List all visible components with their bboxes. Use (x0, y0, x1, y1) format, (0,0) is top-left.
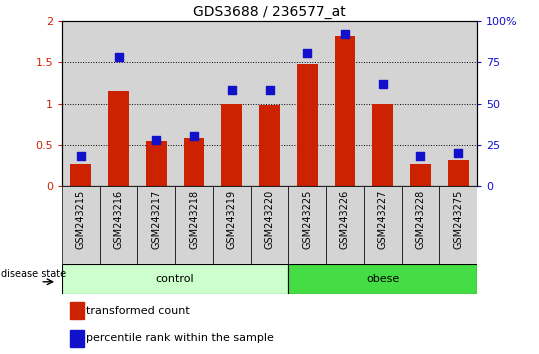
Bar (326, 186, 364, 264)
Text: GSM243227: GSM243227 (378, 190, 388, 249)
Bar (364, 21, 402, 186)
Bar (448, 160, 468, 186)
Point (378, 81, 387, 87)
Bar (402, 186, 439, 264)
Text: GSM243215: GSM243215 (76, 190, 86, 249)
Bar (259, 105, 280, 186)
Point (416, 153, 425, 159)
Title: GDS3688 / 236577_at: GDS3688 / 236577_at (193, 5, 346, 19)
Text: percentile rank within the sample: percentile rank within the sample (86, 333, 274, 343)
Bar (175, 21, 213, 186)
Bar (184, 138, 204, 186)
Bar (62, 186, 100, 264)
Bar (288, 21, 326, 186)
Point (454, 150, 462, 156)
Bar (213, 186, 251, 264)
Bar (364, 186, 402, 264)
Text: disease state: disease state (1, 269, 66, 279)
Bar (71, 164, 91, 186)
Bar (402, 21, 439, 186)
Bar (70, 330, 84, 347)
Bar (439, 186, 477, 264)
Point (303, 50, 312, 55)
Bar (146, 141, 167, 186)
Text: transformed count: transformed count (86, 306, 190, 316)
Text: control: control (156, 274, 195, 284)
Bar (335, 36, 355, 186)
Bar (410, 164, 431, 186)
Bar (439, 21, 477, 186)
Text: GSM243275: GSM243275 (453, 190, 463, 249)
Bar (137, 186, 175, 264)
Point (341, 32, 349, 37)
Point (152, 137, 161, 143)
Point (114, 55, 123, 60)
Bar (70, 302, 84, 319)
Text: GSM243228: GSM243228 (416, 190, 425, 249)
Point (227, 87, 236, 93)
Bar (222, 104, 242, 186)
Bar (175, 186, 213, 264)
Bar (372, 104, 393, 186)
Bar (297, 64, 317, 186)
Bar (100, 21, 137, 186)
Text: GSM243216: GSM243216 (114, 190, 123, 249)
Text: GSM243217: GSM243217 (151, 190, 161, 249)
Text: obese: obese (366, 274, 399, 284)
Point (190, 133, 198, 139)
Bar (326, 21, 364, 186)
Text: GSM243225: GSM243225 (302, 190, 312, 249)
Bar (213, 21, 251, 186)
Bar (288, 264, 477, 294)
Bar (62, 264, 288, 294)
Bar (108, 91, 129, 186)
Bar (251, 186, 288, 264)
Text: GSM243218: GSM243218 (189, 190, 199, 249)
Bar (288, 186, 326, 264)
Bar (62, 21, 100, 186)
Point (265, 87, 274, 93)
Text: GSM243220: GSM243220 (265, 190, 274, 249)
Text: GSM243219: GSM243219 (227, 190, 237, 249)
Bar (137, 21, 175, 186)
Bar (100, 186, 137, 264)
Text: GSM243226: GSM243226 (340, 190, 350, 249)
Bar (251, 21, 288, 186)
Point (77, 153, 85, 159)
